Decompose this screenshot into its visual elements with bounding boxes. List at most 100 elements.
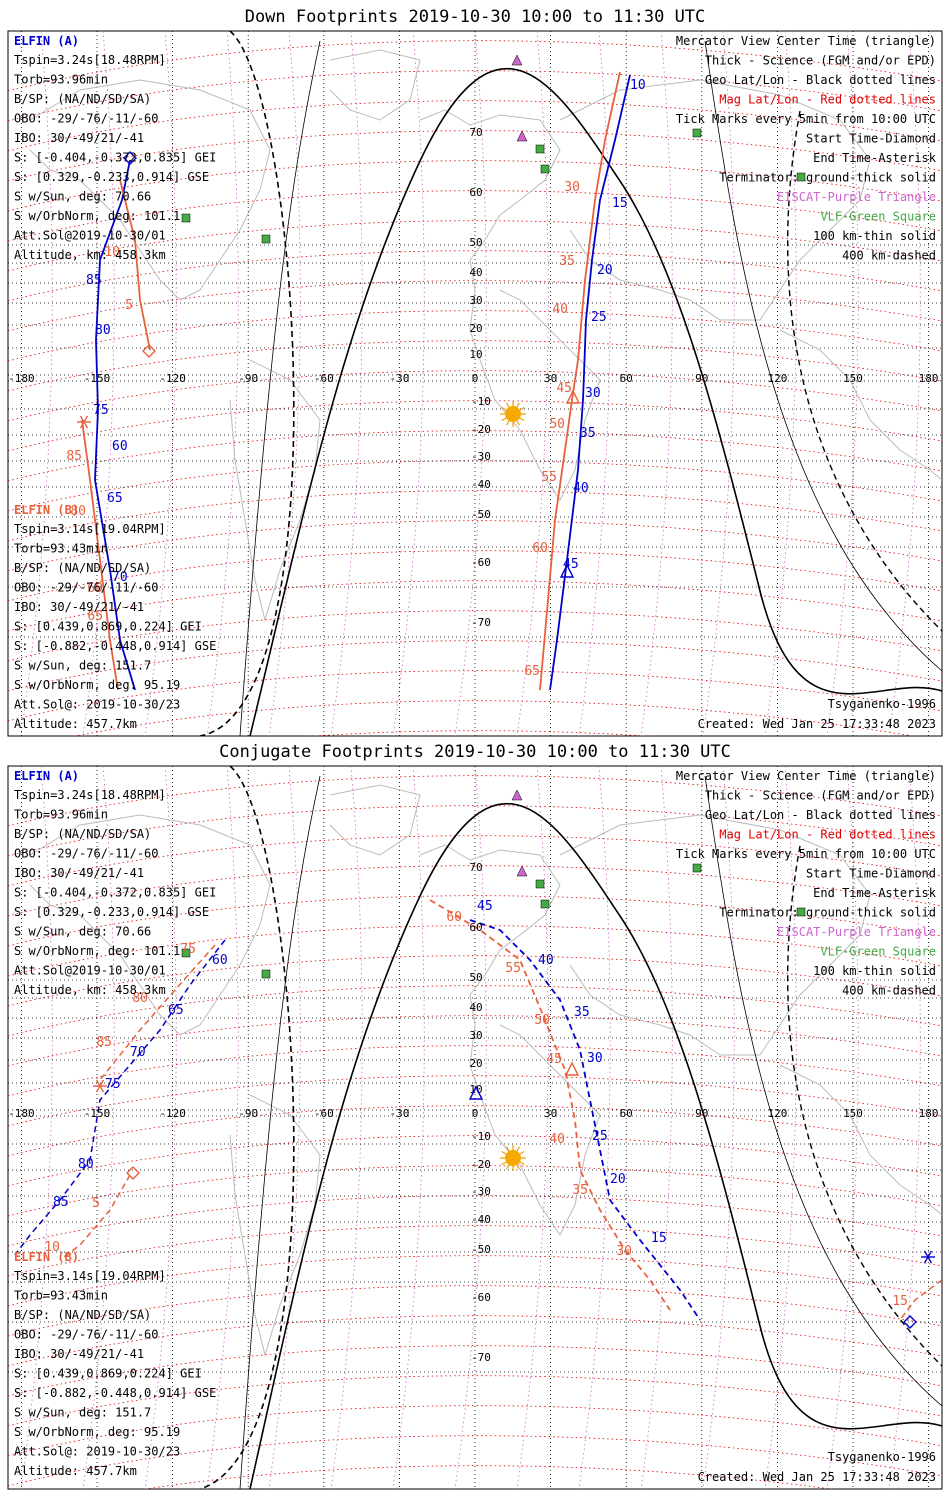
lon-label: 180 xyxy=(919,1107,939,1120)
mag-lat-line xyxy=(8,370,942,422)
coastline xyxy=(229,359,321,622)
elfin-b-tick-label: 5 xyxy=(92,1196,100,1211)
elfin-a-info: IBO: 30/-49/21/-41 xyxy=(14,866,144,880)
elfin-a-tick-label: 45 xyxy=(563,557,579,572)
elfin-a-info: Att.Sol@2019-10-30/01 xyxy=(14,229,166,243)
lat-label: 70 xyxy=(469,126,482,139)
elfin-a-info: S: [0.329,-0.233,0.914] GSE xyxy=(14,170,209,184)
mag-lon-line xyxy=(764,31,797,736)
center-triangle xyxy=(468,1085,484,1100)
elfin-b-tick-label: 50 xyxy=(534,1013,550,1028)
mag-lat-line xyxy=(8,1045,942,1097)
legend-entry: Mercator View Center Time (triangle) xyxy=(676,34,936,48)
elfin-a-tick-label: 20 xyxy=(610,1172,626,1187)
vlf-marker xyxy=(796,907,806,917)
elfin-a-track-west xyxy=(14,939,226,1256)
lon-label: -60 xyxy=(314,372,334,385)
mag-lat-line xyxy=(8,985,942,1037)
elfin-a-tick-label: 85 xyxy=(86,273,102,288)
elfin-b-title: ELFIN (B) xyxy=(14,1250,79,1264)
eiscat-marker xyxy=(511,54,523,66)
mag-lat-line xyxy=(8,955,942,1007)
vlf-marker xyxy=(692,863,702,873)
elfin-b-tick-label: 60 xyxy=(532,541,548,556)
elfin-b-tick-label: 85 xyxy=(96,1035,112,1050)
mag-lat-line xyxy=(8,835,942,887)
elfin-a-tick-label: 80 xyxy=(95,323,111,338)
coastline xyxy=(779,329,942,481)
lat-label: -10 xyxy=(471,395,491,408)
sun-icon xyxy=(500,401,526,427)
elfin-b-info: Att.Sol@: 2019-10-30/23 xyxy=(14,698,180,712)
elfin-b-info: B/SP: (NA/ND/SD/SA) xyxy=(14,1308,151,1322)
lat-label: 40 xyxy=(469,1001,482,1014)
elfin-b-tick-label: 40 xyxy=(549,1132,565,1147)
mag-lat-line xyxy=(8,520,942,572)
vlf-marker xyxy=(692,128,702,138)
created-label: Created: Wed Jan 25 17:33:48 2023 xyxy=(698,717,936,731)
coastline xyxy=(419,109,601,501)
lon-label: 180 xyxy=(919,372,939,385)
lat-label: -30 xyxy=(471,450,491,463)
mag-lon-line xyxy=(640,31,673,736)
elfin-b-tick-label: 45 xyxy=(556,381,572,396)
elfin-b-tick-label: 10 xyxy=(44,1240,60,1255)
mag-lat-line xyxy=(143,1465,834,1489)
elfin-a-tick-label: 35 xyxy=(574,1005,590,1020)
lon-label: -30 xyxy=(389,1107,409,1120)
elfin-b-track-east xyxy=(899,1279,942,1321)
lat-label: 30 xyxy=(469,1029,482,1042)
lon-label: 0 xyxy=(472,1107,479,1120)
mag-lat-line xyxy=(8,130,942,182)
mag-lon-line xyxy=(454,31,487,736)
mag-lat-line xyxy=(308,730,652,736)
elfin-b-tick-label: 50 xyxy=(549,417,565,432)
terminator-400km xyxy=(199,31,295,736)
lat-label: 20 xyxy=(469,1057,482,1070)
vlf-marker xyxy=(540,164,550,174)
lat-label: -50 xyxy=(471,1243,491,1256)
elfin-a-info: S w/OrbNorm, deg: 101.1 xyxy=(14,209,180,223)
elfin-b-track-west xyxy=(119,179,151,351)
lon-label: 60 xyxy=(620,1107,633,1120)
elfin-b-tick-label: 35 xyxy=(572,1183,588,1198)
lat-label: -20 xyxy=(471,1158,491,1171)
elfin-b-tick-label: 60 xyxy=(446,910,462,925)
mag-lon-line xyxy=(888,766,921,1489)
elfin-a-tick-label: 35 xyxy=(580,426,596,441)
mag-lat-line xyxy=(8,1285,942,1337)
eiscat-marker xyxy=(516,130,528,142)
elfin-a-info: Torb=93.96min xyxy=(14,808,108,822)
elfin-a-tick-label: 25 xyxy=(592,1129,608,1144)
start-diamond xyxy=(126,1166,140,1180)
mag-lat-line xyxy=(8,1375,942,1427)
elfin-a-tick-label: 30 xyxy=(585,386,601,401)
legend-entry: Thick - Science (FGM and/or EPD) xyxy=(705,789,936,803)
elfin-a-tick-label: 75 xyxy=(93,403,109,418)
lon-label: 30 xyxy=(544,372,557,385)
elfin-a-tick-label: 30 xyxy=(587,1051,603,1066)
terminator-400km xyxy=(786,845,942,1367)
vlf-marker xyxy=(535,144,545,154)
mag-lon-line xyxy=(826,766,859,1489)
mag-lat-line xyxy=(8,100,942,152)
mag-lon-line xyxy=(702,766,735,1489)
vlf-marker xyxy=(261,234,271,244)
elfin-a-track-west xyxy=(94,159,136,691)
elfin-b-info: S w/OrbNorm, deg: 95.19 xyxy=(14,678,180,692)
lat-label: -30 xyxy=(471,1185,491,1198)
legend-entry: Start Time-Diamond xyxy=(806,867,936,881)
mag-lon-line xyxy=(330,766,363,1489)
elfin-b-tick-label: 65 xyxy=(87,609,103,624)
coastline xyxy=(559,79,871,321)
elfin-b-tick-label: 45 xyxy=(546,1052,562,1067)
lon-label: -180 xyxy=(8,372,35,385)
lat-label: 60 xyxy=(469,186,482,199)
mag-lat-line xyxy=(8,280,942,332)
elfin-a-tick-label: 75 xyxy=(105,1077,121,1092)
mag-lon-line xyxy=(144,766,177,1489)
mag-lat-line xyxy=(8,1075,942,1127)
elfin-a-info: B/SP: (NA/ND/SD/SA) xyxy=(14,92,151,106)
mag-lon-line xyxy=(826,31,859,736)
center-triangle xyxy=(559,563,575,578)
